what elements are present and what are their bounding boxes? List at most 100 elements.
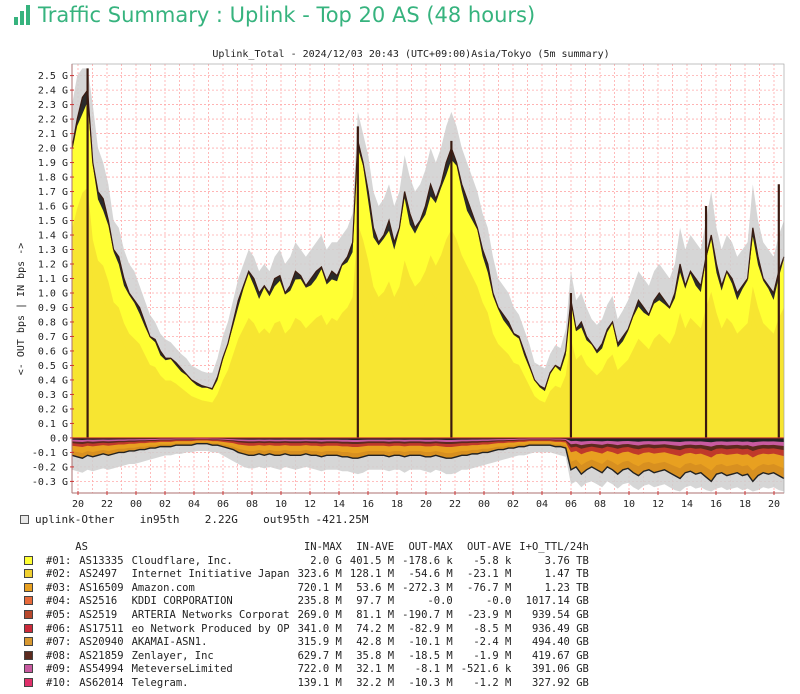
bar-chart-icon (14, 5, 30, 25)
col-out-max: OUT-MAX (408, 541, 453, 553)
as-swatch-cell (20, 623, 42, 637)
as-color-swatch (24, 623, 33, 633)
out-ave: -1.9 M (473, 649, 512, 662)
as-swatch-cell (20, 663, 42, 677)
y-tick-label: 0.0 (50, 433, 68, 444)
as-swatch-cell (20, 555, 42, 569)
legend-other-swatch (20, 515, 29, 524)
y-tick-label: 1.4 G (38, 231, 68, 242)
y-tick-label: 0.5 G (38, 361, 68, 372)
as-name: AKAMAI-ASN1. (131, 636, 208, 649)
in-ave: 35.8 M (356, 649, 395, 662)
out-ave: -0.0 (486, 595, 512, 608)
y-tick-label: 0.8 G (38, 317, 68, 328)
as-color-swatch (24, 677, 33, 687)
out-max: -10.1 M (408, 636, 453, 649)
y-tick-label: 0.1 G (38, 419, 68, 430)
as-name: KDDI CORPORATION (131, 595, 233, 608)
chart-title: Uplink_Total - 2024/12/03 20:43 (UTC+09:… (212, 49, 609, 60)
col-out-ave: OUT-AVE (467, 541, 512, 553)
out-max: -8.1 M (414, 663, 453, 676)
legend-other: uplink-Other in95th 2.22G out95th -421.2… (20, 513, 368, 526)
out-max: -190.7 M (402, 608, 453, 621)
in-max: 315.9 M (297, 636, 342, 649)
x-tick-label: 08 (246, 499, 258, 510)
in-ave: 32.2 M (356, 676, 395, 689)
y-tick-label: 0.6 G (38, 346, 68, 357)
in-max: 341.0 M (297, 622, 342, 635)
page-title: Traffic Summary : Uplink - Top 20 AS (48… (38, 3, 536, 27)
as-table-row: #02: AS2497 Internet Initiative Japan 323.6… (20, 568, 593, 582)
as-swatch-cell (20, 609, 42, 623)
x-tick-label: 00 (478, 499, 490, 510)
x-tick-label: 20 (72, 499, 84, 510)
as-swatch-cell (20, 595, 42, 609)
as-number: AS54994 (79, 663, 124, 676)
x-tick-label: 14 (681, 499, 693, 510)
in-max: 722.0 M (297, 663, 342, 676)
x-tick-label: 04 (536, 499, 548, 510)
y-tick-label: 1.9 G (38, 158, 68, 169)
as-name: Telegram. (131, 676, 189, 689)
out-ave: -1.2 M (473, 676, 512, 689)
as-name: Internet Initiative Japan (131, 568, 290, 581)
as-color-swatch (24, 609, 33, 619)
as-swatch-cell (20, 650, 42, 664)
y-tick-label: 2.0 G (38, 144, 68, 155)
as-color-swatch (24, 596, 33, 606)
y-tick-label: 0.9 G (38, 303, 68, 314)
out-max: -54.6 M (408, 568, 453, 581)
x-tick-label: 16 (362, 499, 374, 510)
as-table-row: #05: AS2519 ARTERIA Networks Corporat 269.0… (20, 609, 593, 623)
as-name: MeteverseLimited (131, 663, 233, 676)
x-tick-label: 02 (507, 499, 519, 510)
out-ave: -23.1 M (467, 568, 512, 581)
ttl: 939.54 GB (531, 608, 589, 621)
y-tick-label: 2.3 G (38, 100, 68, 111)
col-ttl: I+O_TTL/24h (519, 541, 589, 553)
y-tick-label: 2.2 G (38, 115, 68, 126)
x-tick-label: 14 (333, 499, 345, 510)
as-table-row: #04: AS2516 KDDI CORPORATION 235.8 M 97.7 M -… (20, 595, 593, 609)
as-rank: #06: (46, 622, 72, 635)
as-number: AS16509 (79, 581, 124, 594)
traffic-chart: Uplink_Total - 2024/12/03 20:43 (UTC+09:… (16, 49, 785, 510)
out-max: -178.6 k (402, 554, 453, 567)
as-swatch-cell (20, 677, 42, 691)
x-tick-label: 08 (594, 499, 606, 510)
x-tick-label: 18 (391, 499, 403, 510)
x-tick-label: 06 (565, 499, 577, 510)
out-max: -0.0 (427, 595, 453, 608)
in-ave: 401.5 M (349, 554, 395, 567)
in-ave: 81.1 M (356, 608, 395, 621)
as-number: AS2497 (79, 568, 118, 581)
in-ave: 97.7 M (356, 595, 395, 608)
as-table-header: AS IN-MAX IN-AVE OUT-MAX OUT-AVE I+O_TTL… (20, 541, 593, 555)
as-table-row: #09: AS54994 MeteverseLimited 722.0 M 32.1 M… (20, 663, 593, 677)
as-table-row: #06: AS17511 eo Network Produced by OP 341.… (20, 623, 593, 637)
as-rank: #02: (46, 568, 72, 581)
in-max: 2.0 G (310, 554, 342, 567)
y-tick-label: 1.7 G (38, 187, 68, 198)
in-max: 629.7 M (297, 649, 342, 662)
as-name: eo Network Produced by OP (131, 622, 290, 635)
legend-in95-label: in95th (139, 513, 180, 526)
y-tick-label: 1.0 G (38, 288, 68, 299)
y-tick-label: 2.4 G (38, 86, 68, 97)
as-color-swatch (24, 582, 33, 592)
x-tick-label: 20 (420, 499, 432, 510)
as-number: AS13335 (79, 554, 124, 567)
as-color-swatch (24, 555, 33, 565)
y-tick-label: 1.2 G (38, 260, 68, 271)
ttl: 494.40 GB (531, 636, 589, 649)
ttl: 3.76 TB (544, 554, 589, 567)
x-tick-label: 02 (159, 499, 171, 510)
out-max: -10.3 M (408, 676, 453, 689)
y-axis-label: <- OUT bps | IN bps -> (16, 243, 27, 375)
y-tick-label: -0.1 G (32, 448, 68, 459)
in-ave: 53.6 M (356, 581, 395, 594)
ttl: 936.49 GB (531, 622, 589, 635)
out-ave: -5.8 k (473, 554, 512, 567)
x-tick-label: 04 (188, 499, 200, 510)
as-color-swatch (24, 650, 33, 660)
